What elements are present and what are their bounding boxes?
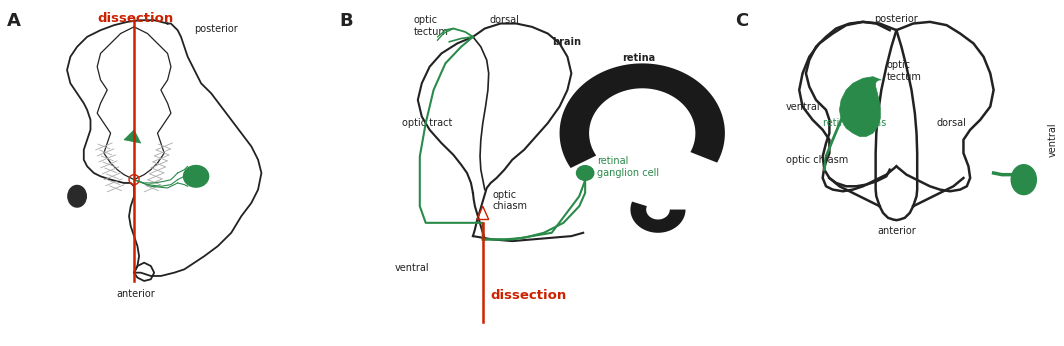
Text: optic chiasm: optic chiasm [786,155,848,165]
Text: optic tract: optic tract [402,118,452,128]
Ellipse shape [1011,165,1036,194]
Text: optic
tectum: optic tectum [414,15,449,37]
Text: dissection: dissection [98,12,173,25]
Text: anterior: anterior [116,289,155,299]
Text: ventral: ventral [394,263,429,273]
Text: posterior: posterior [195,24,238,34]
Text: brain: brain [551,37,581,47]
Ellipse shape [183,165,209,187]
Text: B: B [339,12,353,30]
Circle shape [577,166,594,180]
Ellipse shape [68,185,86,207]
Text: optic
chiasm: optic chiasm [493,190,528,211]
Polygon shape [124,130,140,143]
Polygon shape [839,77,881,136]
Text: ventral: ventral [1047,122,1058,157]
Text: A: A [6,12,20,30]
Text: retinal
ganglion cell: retinal ganglion cell [597,156,659,178]
Text: retina: retina [621,53,654,63]
Polygon shape [560,63,725,168]
Text: anterior: anterior [877,226,916,236]
Text: posterior: posterior [875,13,918,24]
Text: dorsal: dorsal [489,15,519,25]
Text: dissection: dissection [491,289,567,302]
Text: optic
tectum: optic tectum [886,60,921,82]
Text: ventral: ventral [786,102,820,111]
Text: retinal axons: retinal axons [822,118,886,128]
Polygon shape [631,202,685,233]
Text: C: C [735,12,749,30]
Text: dorsal: dorsal [936,118,966,128]
